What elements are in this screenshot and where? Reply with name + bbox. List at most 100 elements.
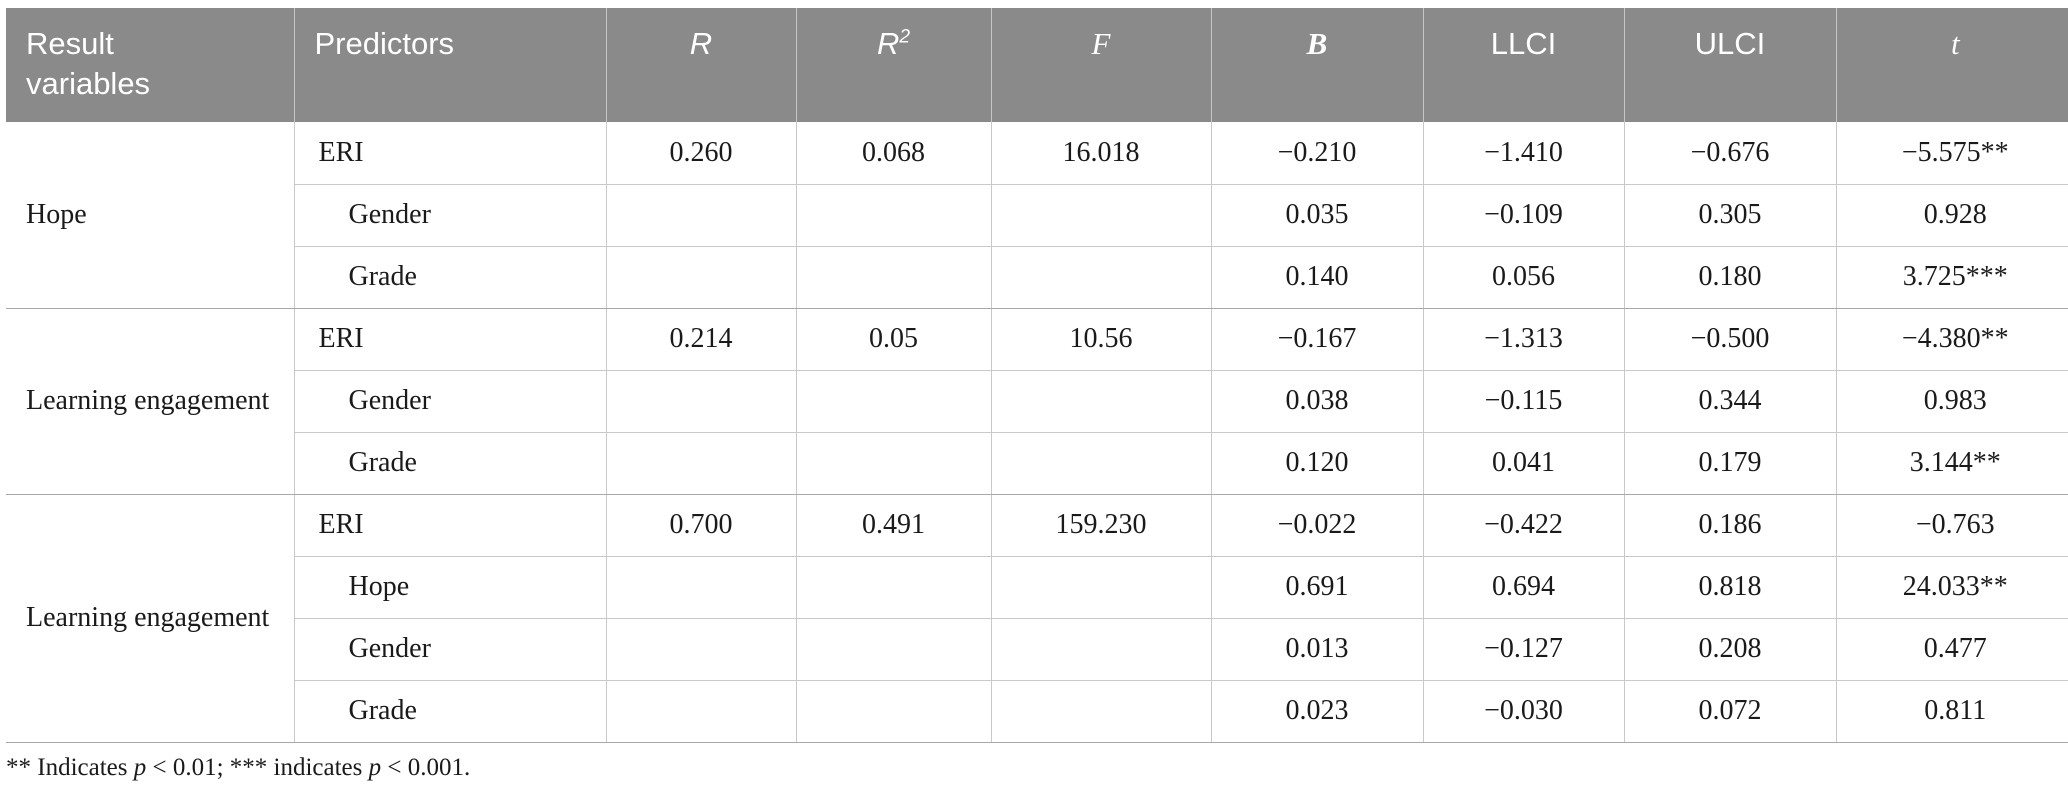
predictor-cell: Gender xyxy=(293,370,606,433)
table-row: Gender 0.038 −0.115 0.344 0.983 xyxy=(6,370,2068,433)
llci-value-cell: −0.127 xyxy=(1422,618,1624,681)
header-ulci: ULCI xyxy=(1623,8,1836,122)
f-value-cell xyxy=(990,370,1211,433)
r2-value-cell: 0.068 xyxy=(795,122,991,185)
b-value-cell: 0.023 xyxy=(1210,680,1423,743)
llci-value-cell: 0.056 xyxy=(1422,246,1624,309)
r2-value-cell: 0.05 xyxy=(795,308,991,371)
llci-value-cell: −0.422 xyxy=(1422,494,1624,557)
table-row: Gender 0.035 −0.109 0.305 0.928 xyxy=(6,184,2068,247)
ulci-value-cell: 0.208 xyxy=(1623,618,1836,681)
llci-value-cell: 0.041 xyxy=(1422,432,1624,495)
r2-value-cell xyxy=(795,618,991,681)
b-value-cell: 0.013 xyxy=(1210,618,1423,681)
ulci-value-cell: −0.500 xyxy=(1623,308,1836,371)
header-result-variables: Result variables xyxy=(6,8,294,122)
ulci-value-cell: 0.180 xyxy=(1623,246,1836,309)
header-row: Result variables Predictors R R2 F B LLC… xyxy=(6,8,2068,122)
r-value-cell xyxy=(605,370,796,433)
t-value-cell: 0.477 xyxy=(1835,618,2068,681)
ulci-value-cell: 0.186 xyxy=(1623,494,1836,557)
r-value-cell xyxy=(605,556,796,619)
ulci-value-cell: −0.676 xyxy=(1623,122,1836,185)
llci-value-cell: −0.030 xyxy=(1422,680,1624,743)
table-row: Learning engagement ERI 0.214 0.05 10.56 −0.1… xyxy=(6,308,2068,495)
r-value-cell: 0.214 xyxy=(605,308,796,371)
table-body: Hope ERI 0.260 0.068 16.018 −0.210 −1.410 −0.67… xyxy=(6,122,2068,743)
llci-value-cell: 0.694 xyxy=(1422,556,1624,619)
t-value-cell: 3.144** xyxy=(1835,432,2068,495)
r2-value-cell xyxy=(795,680,991,743)
r2-value-cell xyxy=(795,184,991,247)
llci-value-cell: −0.115 xyxy=(1422,370,1624,433)
header-llci: LLCI xyxy=(1422,8,1624,122)
f-value-cell xyxy=(990,432,1211,495)
header-f: F xyxy=(990,8,1211,122)
table-row: Grade 0.140 0.056 0.180 3.725*** xyxy=(6,246,2068,309)
r2-value-cell xyxy=(795,432,991,495)
r-value-cell: 0.260 xyxy=(605,122,796,185)
p-symbol: p xyxy=(133,753,147,781)
r-value-cell xyxy=(605,432,796,495)
t-value-cell: −0.763 xyxy=(1835,494,2068,557)
r-symbol: R xyxy=(689,26,713,61)
llci-value-cell: −1.313 xyxy=(1422,308,1624,371)
table-header: Result variables Predictors R R2 F B LLC… xyxy=(6,8,2068,122)
r2-value-cell xyxy=(795,246,991,309)
b-value-cell: 0.120 xyxy=(1210,432,1423,495)
header-t: t xyxy=(1835,8,2068,122)
ulci-value-cell: 0.072 xyxy=(1623,680,1836,743)
predictor-cell: ERI xyxy=(293,494,606,557)
table-row: Gender 0.013 −0.127 0.208 0.477 xyxy=(6,618,2068,681)
footnote-text: < 0.01; *** indicates xyxy=(146,753,369,781)
f-value-cell xyxy=(990,556,1211,619)
header-r: R xyxy=(605,8,796,122)
table-row: Hope 0.691 0.694 0.818 24.033** xyxy=(6,556,2068,619)
t-symbol: t xyxy=(1950,26,1960,61)
t-value-cell: 0.811 xyxy=(1835,680,2068,743)
llci-value-cell: −0.109 xyxy=(1422,184,1624,247)
t-value-cell: 3.725*** xyxy=(1835,246,2068,309)
t-value-cell: 24.033** xyxy=(1835,556,2068,619)
predictor-cell: Hope xyxy=(293,556,606,619)
f-value-cell: 16.018 xyxy=(990,122,1211,185)
b-value-cell: −0.210 xyxy=(1210,122,1423,185)
r2-value-cell xyxy=(795,556,991,619)
r2-value-cell: 0.491 xyxy=(795,494,991,557)
f-value-cell xyxy=(990,680,1211,743)
table-row: Grade 0.023 −0.030 0.072 0.811 xyxy=(6,680,2068,743)
b-value-cell: −0.022 xyxy=(1210,494,1423,557)
table-footnote: ** Indicates p < 0.01; *** indicates p <… xyxy=(6,754,2062,782)
results-table: Result variables Predictors R R2 F B LLC… xyxy=(6,8,2068,743)
r2-value-cell xyxy=(795,370,991,433)
header-r-squared: R2 xyxy=(795,8,991,122)
ulci-value-cell: 0.179 xyxy=(1623,432,1836,495)
b-value-cell: −0.167 xyxy=(1210,308,1423,371)
b-value-cell: 0.038 xyxy=(1210,370,1423,433)
b-symbol: B xyxy=(1306,26,1328,61)
table-row: Grade 0.120 0.041 0.179 3.144** xyxy=(6,432,2068,495)
header-b: B xyxy=(1210,8,1423,122)
predictor-cell: ERI xyxy=(293,122,606,185)
r-squared-symbol: R2 xyxy=(876,26,911,61)
t-value-cell: 0.928 xyxy=(1835,184,2068,247)
f-value-cell xyxy=(990,184,1211,247)
r-value-cell xyxy=(605,184,796,247)
r-value-cell xyxy=(605,618,796,681)
r-value-cell xyxy=(605,680,796,743)
predictor-cell: Gender xyxy=(293,618,606,681)
ulci-value-cell: 0.305 xyxy=(1623,184,1836,247)
t-value-cell: 0.983 xyxy=(1835,370,2068,433)
header-predictors: Predictors xyxy=(293,8,606,122)
f-value-cell: 10.56 xyxy=(990,308,1211,371)
b-value-cell: 0.140 xyxy=(1210,246,1423,309)
predictor-cell: Gender xyxy=(293,184,606,247)
p-symbol: p xyxy=(368,753,382,781)
f-value-cell: 159.230 xyxy=(990,494,1211,557)
footnote-text: < 0.001. xyxy=(381,753,471,781)
ulci-value-cell: 0.344 xyxy=(1623,370,1836,433)
t-value-cell: −4.380** xyxy=(1835,308,2068,371)
t-value-cell: −5.575** xyxy=(1835,122,2068,185)
table-row: Learning engagement ERI 0.700 0.491 159.230−… xyxy=(6,494,2068,743)
